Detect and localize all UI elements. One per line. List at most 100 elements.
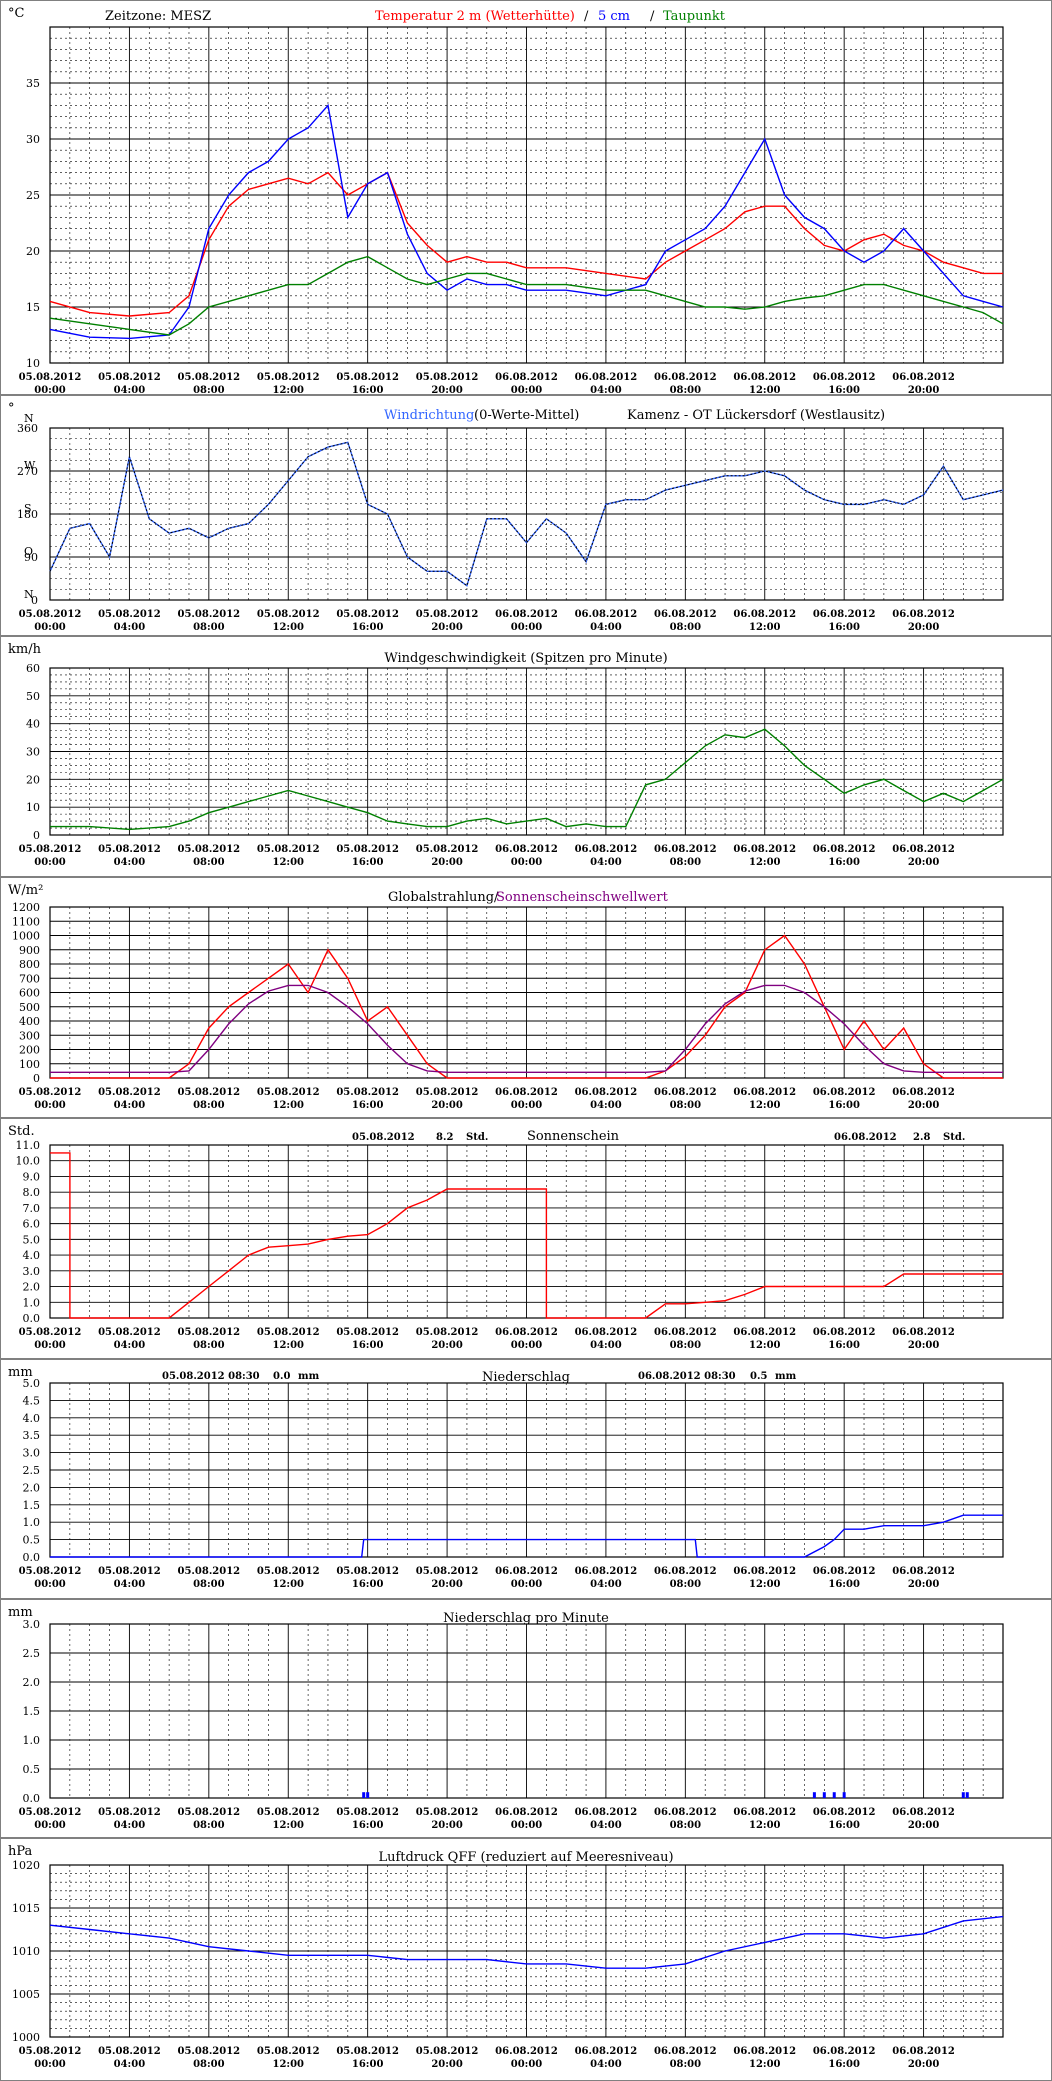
x-tick-time: 20:00 <box>908 1100 940 1111</box>
y-tick-label: 1020 <box>12 1859 40 1872</box>
x-tick-date: 06.08.2012 <box>575 1087 638 1098</box>
sunshine-panel: Std. 0.0 1.0 2.0 3.0 4.0 5.0 6.0 7.0 8.0 9.0 10.0 11… <box>0 1118 1052 1359</box>
y-tick-label: 2.5 <box>23 1647 41 1660</box>
x-tick-time: 08:00 <box>670 1100 702 1111</box>
unit-label: Std. <box>8 1124 35 1139</box>
x-tick-time: 20:00 <box>431 1820 463 1831</box>
x-tick-time: 08:00 <box>193 2059 225 2070</box>
x-tick-time: 16:00 <box>828 622 860 633</box>
y-tick-label: 30 <box>26 133 40 146</box>
chart-title: Niederschlag <box>482 1370 570 1385</box>
x-tick-time: 00:00 <box>511 1579 543 1590</box>
y-tick-label: 1.0 <box>23 1516 41 1529</box>
chart-title: Sonnenschein <box>527 1129 620 1144</box>
x-tick-date: 06.08.2012 <box>813 609 876 620</box>
x-tick-date: 05.08.2012 <box>178 844 241 855</box>
unit-label: mm <box>8 1365 33 1380</box>
x-tick-time: 12:00 <box>749 1100 781 1111</box>
y-tick-label: 0.0 <box>23 1312 41 1325</box>
x-tick-date: 06.08.2012 <box>495 2046 558 2057</box>
day1-label: 05.08.2012 08:30 <box>162 1371 260 1382</box>
x-tick-time: 00:00 <box>34 1340 66 1351</box>
x-tick-date: 05.08.2012 <box>178 372 241 383</box>
x-tick-time: 20:00 <box>431 1579 463 1590</box>
x-tick-time: 00:00 <box>34 385 66 396</box>
x-tick-date: 05.08.2012 <box>257 372 320 383</box>
x-tick-date: 05.08.2012 <box>416 609 479 620</box>
title-part: 5 cm <box>598 9 630 24</box>
x-tick-date: 06.08.2012 <box>733 609 796 620</box>
x-tick-date: 06.08.2012 <box>733 1087 796 1098</box>
x-tick-date: 06.08.2012 <box>654 372 717 383</box>
x-tick-date: 06.08.2012 <box>892 372 955 383</box>
x-tick-time: 04:00 <box>114 1340 146 1351</box>
title-part: Sonnenscheinschwellwert <box>496 890 669 905</box>
x-tick-date: 05.08.2012 <box>257 1566 320 1577</box>
title-part: (0-Werte-Mittel) <box>474 408 579 423</box>
day1-unit: mm <box>298 1371 320 1382</box>
y-tick-label: 3.5 <box>23 1429 41 1442</box>
wind_speed-panel: km/h 0 10 20 30 40 50 60 05.08.2012 00:00 05.08.20… <box>0 636 1052 877</box>
precip_min-panel: mm 0.0 0.5 1.0 1.5 2.0 2.5 3.0 05.08.2012 00:00 05… <box>0 1599 1052 1838</box>
x-tick-time: 04:00 <box>114 2059 146 2070</box>
x-tick-date: 06.08.2012 <box>654 1327 717 1338</box>
unit-label: ° <box>8 401 15 416</box>
x-tick-date: 05.08.2012 <box>336 1327 399 1338</box>
x-tick-time: 00:00 <box>511 622 543 633</box>
unit-label: °C <box>8 6 25 21</box>
x-tick-time: 08:00 <box>670 622 702 633</box>
x-tick-date: 05.08.2012 <box>98 609 161 620</box>
x-tick-date: 05.08.2012 <box>416 844 479 855</box>
x-tick-time: 08:00 <box>193 1100 225 1111</box>
plot-area-border <box>49 1144 1004 1319</box>
y-tick-label: 15 <box>26 301 40 314</box>
x-tick-date: 06.08.2012 <box>813 1807 876 1818</box>
x-tick-time: 08:00 <box>670 385 702 396</box>
x-tick-time: 16:00 <box>352 1579 384 1590</box>
panel-frame <box>0 636 1052 877</box>
x-tick-time: 12:00 <box>272 622 304 633</box>
x-tick-time: 04:00 <box>114 1820 146 1831</box>
x-tick-time: 08:00 <box>193 1579 225 1590</box>
x-tick-date: 06.08.2012 <box>495 609 558 620</box>
x-tick-time: 12:00 <box>272 857 304 868</box>
x-tick-time: 12:00 <box>749 385 781 396</box>
x-tick-date: 05.08.2012 <box>19 844 82 855</box>
x-tick-date: 05.08.2012 <box>257 1327 320 1338</box>
x-tick-time: 04:00 <box>590 385 622 396</box>
wind-direction-mean-line <box>49 441 1004 587</box>
y-tick-label: 2.0 <box>23 1481 41 1494</box>
x-tick-date: 06.08.2012 <box>892 1327 955 1338</box>
x-tick-date: 06.08.2012 <box>575 1327 638 1338</box>
y-tick-label: 40 <box>26 718 40 731</box>
y-tick-label: 20 <box>26 773 40 786</box>
x-tick-date: 05.08.2012 <box>257 609 320 620</box>
x-tick-date: 06.08.2012 <box>733 372 796 383</box>
chart-title: Niederschlag pro Minute <box>443 1611 609 1626</box>
x-tick-time: 08:00 <box>670 2059 702 2070</box>
precip-minute-bar <box>812 1792 816 1798</box>
x-tick-date: 05.08.2012 <box>336 844 399 855</box>
x-tick-date: 06.08.2012 <box>495 1566 558 1577</box>
y-tick-label: 4.5 <box>23 1394 41 1407</box>
x-tick-time: 16:00 <box>828 1579 860 1590</box>
x-tick-time: 16:00 <box>352 1340 384 1351</box>
y-tick-label: 90 <box>24 551 38 564</box>
x-tick-date: 05.08.2012 <box>416 1087 479 1098</box>
y-tick-label: 1005 <box>12 1988 40 2001</box>
x-tick-time: 04:00 <box>590 622 622 633</box>
unit-label: W/m² <box>8 883 43 898</box>
series-line-0 <box>50 1152 1003 1319</box>
x-tick-date: 06.08.2012 <box>495 844 558 855</box>
y-tick-label: 180 <box>17 508 38 521</box>
y-tick-label: 0.0 <box>23 1792 41 1805</box>
panel-frame <box>0 877 1052 1118</box>
x-tick-time: 12:00 <box>272 385 304 396</box>
x-tick-date: 05.08.2012 <box>19 1087 82 1098</box>
y-tick-label: 360 <box>17 422 38 435</box>
y-tick-label: 700 <box>19 972 40 985</box>
y-tick-label: 1.0 <box>23 1734 41 1747</box>
y-tick-label: 800 <box>19 958 40 971</box>
